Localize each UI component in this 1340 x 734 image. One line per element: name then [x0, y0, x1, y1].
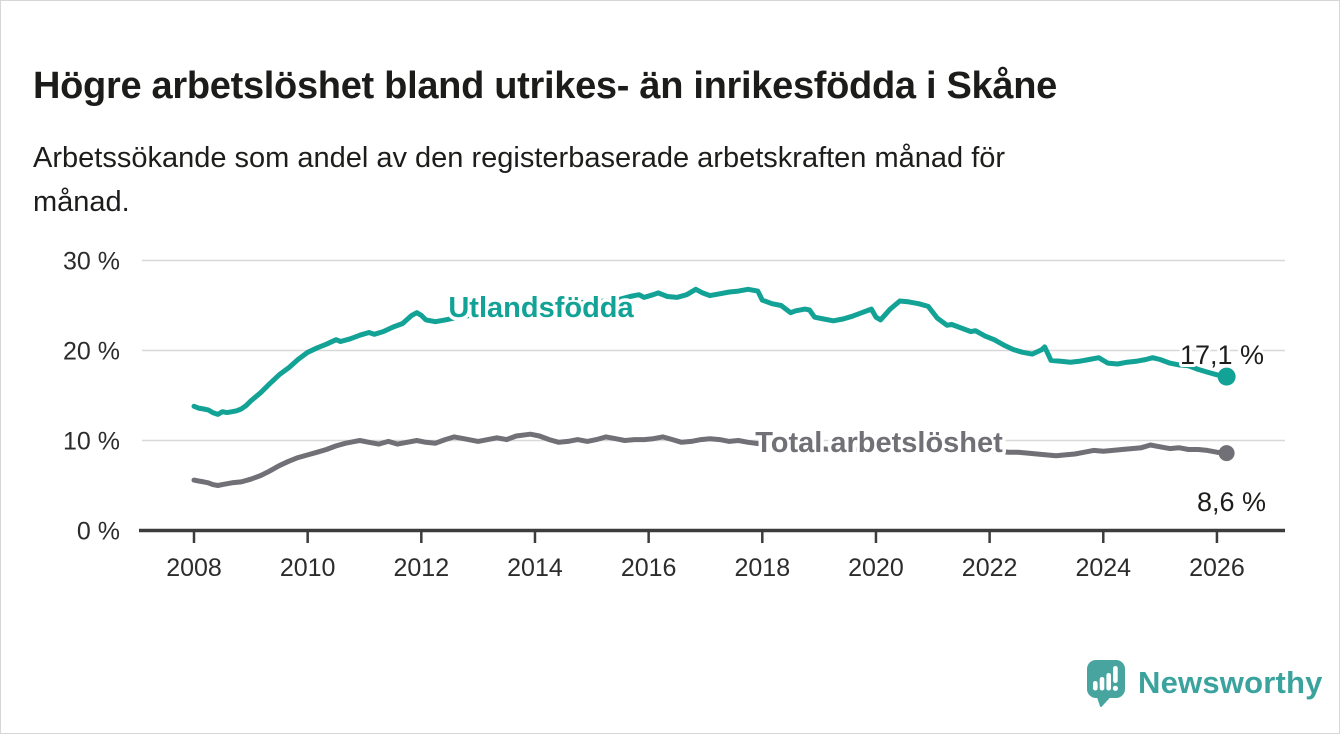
y-tick-label-10: 10 % — [63, 428, 120, 456]
newsworthy-logo-text: Newsworthy — [1138, 665, 1323, 700]
x-axis-tick-labels: 2008 2010 2012 2014 2016 2018 2020 2022 2024 2026 — [166, 554, 1245, 582]
y-tick-label-0: 0 % — [77, 518, 120, 546]
newsworthy-speech-bubble-bar-chart-icon — [1087, 660, 1125, 707]
x-tick-label-2020: 2020 — [848, 554, 904, 582]
x-tick-label-2012: 2012 — [394, 554, 450, 582]
utlandsfodda-end-value-label: 17,1 % — [1180, 340, 1264, 370]
subtitle-line-2: månad. — [33, 186, 130, 218]
newsworthy-logo: Newsworthy — [1086, 659, 1323, 707]
y-tick-label-30: 30 % — [63, 248, 120, 276]
y-axis-tick-labels: 0 % 10 % 20 % 30 % — [63, 248, 120, 546]
x-tick-label-2026: 2026 — [1189, 554, 1245, 582]
y-tick-label-20: 20 % — [63, 338, 120, 366]
x-tick-label-2018: 2018 — [734, 554, 790, 582]
x-tick-label-2016: 2016 — [621, 554, 677, 582]
total-arbetsloshet-series-label: Total arbetslöshet — [755, 427, 1003, 459]
utlandsfodda-end-dot — [1217, 367, 1236, 386]
x-tick-label-2008: 2008 — [166, 554, 222, 582]
page-subtitle: Arbetssökande som andel av den registerb… — [33, 136, 1273, 224]
subtitle-line-1: Arbetssökande som andel av den registerb… — [33, 142, 1006, 174]
total-arbetsloshet-line — [191, 431, 1230, 488]
x-tick-label-2010: 2010 — [280, 554, 336, 582]
x-tick-label-2022: 2022 — [962, 554, 1018, 582]
total-arbetsloshet-end-dot — [1218, 445, 1235, 462]
x-tick-label-2014: 2014 — [507, 554, 563, 582]
total-arbetsloshet-end-value-label: 8,6 % — [1197, 487, 1266, 517]
page-title: Högre arbetslöshet bland utrikes- än inr… — [33, 65, 1057, 108]
utlandsfodda-line — [191, 286, 1230, 417]
x-axis-ticks — [192, 531, 1219, 543]
x-tick-label-2024: 2024 — [1075, 554, 1131, 582]
utlandsfodda-series-label: Utlandsfödda — [448, 292, 634, 324]
